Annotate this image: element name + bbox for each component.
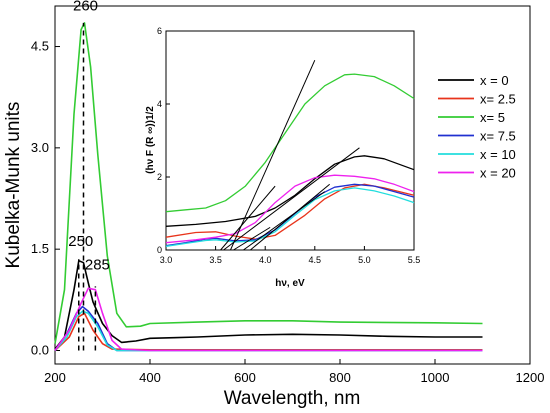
legend-entry: x= 2.5	[480, 92, 516, 107]
main-y-axis-label: Kubelka-Munk units	[3, 102, 24, 269]
main-x-tick-label: 1000	[421, 370, 450, 385]
main-x-tick-label: 200	[44, 370, 66, 385]
main-x-tick-label: 400	[139, 370, 161, 385]
main-x-tick-label: 600	[234, 370, 256, 385]
inset-series-line	[165, 174, 415, 244]
inset-y-tick-label: 0	[157, 245, 162, 255]
tangent-line	[243, 191, 326, 251]
inset-axis-ticks: 3.0 3.5 4.0 4.5 5.0 5.5 0 2 4 6	[157, 26, 420, 265]
inset-x-tick-label: 3.0	[160, 255, 173, 265]
inset-x-tick-label: 4.0	[259, 255, 272, 265]
peak-label: 250	[68, 233, 93, 250]
main-series-line	[54, 305, 483, 352]
main-x-tick-label: 800	[329, 370, 351, 385]
main-series-line	[54, 22, 483, 344]
peak-annotations: 260 250 285	[68, 0, 110, 351]
main-x-axis-label: Wavelength, nm	[224, 388, 361, 409]
inset-series-line	[165, 187, 415, 247]
main-plot-frame	[54, 5, 531, 365]
main-series-group	[54, 22, 483, 352]
legend-entry: x = 10	[480, 147, 516, 162]
legend-entry: x = 20	[480, 166, 516, 181]
tangent-line	[230, 59, 316, 251]
inset-y-tick-label: 4	[157, 99, 162, 109]
inset-x-tick-label: 3.5	[209, 255, 222, 265]
tangent-line	[220, 185, 276, 251]
peak-label: 285	[85, 256, 110, 273]
inset-tangent-lines	[220, 59, 360, 251]
inset-x-axis-label: hν, eV	[275, 278, 305, 289]
main-series-line	[54, 312, 483, 352]
inset-x-tick-label: 5.5	[408, 255, 421, 265]
main-series-line	[54, 287, 483, 352]
inset-series-group	[165, 73, 415, 247]
inset-plot-frame	[165, 30, 415, 251]
legend-entry: x = 0	[480, 73, 509, 88]
main-y-tick-label: 0.0	[31, 342, 49, 357]
inset-y-tick-label: 6	[157, 26, 162, 36]
main-series-line	[54, 259, 483, 350]
tangent-line	[250, 183, 330, 251]
inset-y-axis-label: (hν F (R ∞))1/2	[145, 106, 156, 174]
peak-label: 260	[73, 0, 98, 15]
main-y-tick-label: 1.5	[31, 241, 49, 256]
inset-series-line	[165, 73, 415, 213]
main-x-tick-label: 1200	[516, 370, 545, 385]
inset-x-tick-label: 5.0	[358, 255, 371, 265]
legend-entry: x= 5	[480, 110, 505, 125]
legend: x = 0 x= 2.5 x= 5 x= 7.5 x = 10 x = 20	[438, 73, 516, 181]
main-axis-ticks: 200 400 600 800 1000 1200 0.0 1.5 3.0 4.5	[31, 39, 545, 385]
tangent-line	[233, 226, 271, 251]
main-y-tick-label: 4.5	[31, 39, 49, 54]
legend-entry: x= 7.5	[480, 129, 516, 144]
main-y-tick-label: 3.0	[31, 140, 49, 155]
tangent-line	[223, 147, 360, 251]
inset-x-tick-label: 4.5	[309, 255, 322, 265]
inset-series-line	[165, 155, 415, 227]
inset-y-tick-label: 2	[157, 172, 162, 182]
